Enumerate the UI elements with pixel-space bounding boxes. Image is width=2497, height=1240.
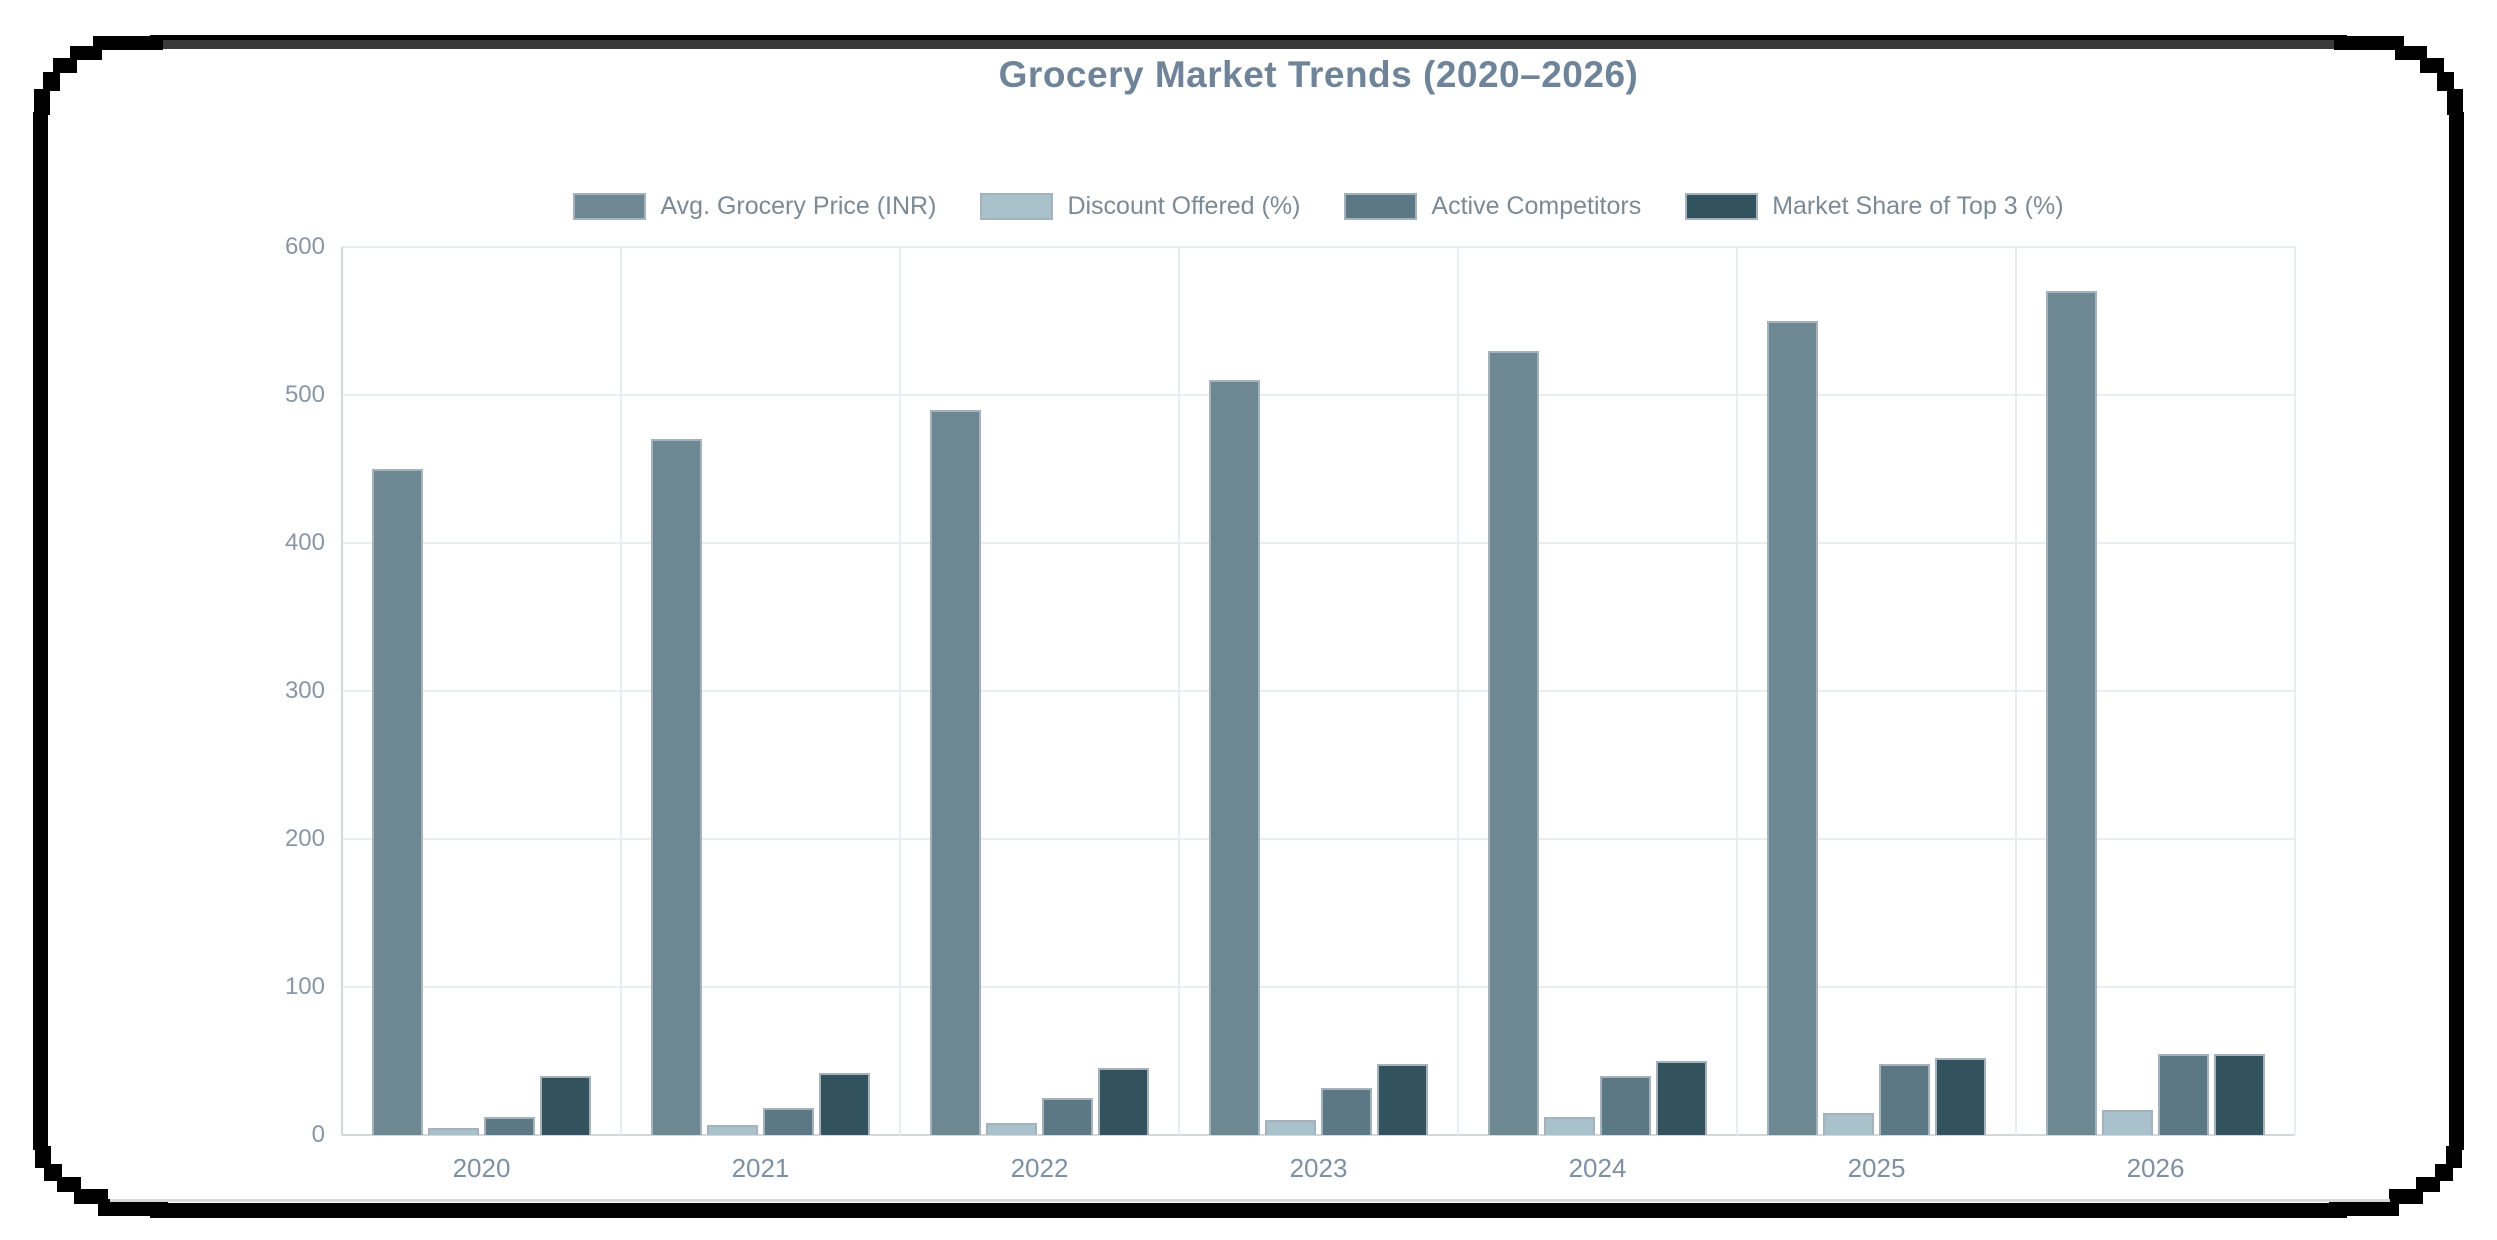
bar-2025-series-3 xyxy=(1935,1058,1986,1135)
bar-2021-series-1 xyxy=(707,1124,758,1135)
frame-corner-step xyxy=(2420,58,2444,73)
frame-corner-step xyxy=(2437,72,2454,91)
chart-legend: Avg. Grocery Price (INR) Discount Offered… xyxy=(342,192,2295,221)
bar-2024-series-2 xyxy=(1600,1075,1651,1135)
frame-corner-step xyxy=(2435,1164,2453,1181)
bar-2024-series-1 xyxy=(1544,1117,1595,1135)
bar-2025-series-1 xyxy=(1823,1112,1874,1135)
bar-2020-series-1 xyxy=(428,1127,479,1135)
frame-corner-step xyxy=(70,46,102,60)
legend-item-label: Avg. Grocery Price (INR) xyxy=(660,192,937,220)
frame-corner-step xyxy=(34,89,50,115)
y-tick-label: 100 xyxy=(284,973,325,1000)
bar-2025-series-0 xyxy=(1767,321,1818,1135)
legend-item-label: Market Share of Top 3 (%) xyxy=(1772,192,2064,220)
legend-swatch-icon xyxy=(573,193,647,220)
v-gridline xyxy=(620,247,622,1135)
bar-2022-series-0 xyxy=(930,409,981,1135)
h-gridline xyxy=(342,838,2295,840)
frame-corner-step xyxy=(57,1177,81,1192)
x-category-label: 2026 xyxy=(2126,1153,2185,1183)
frame-top-edge xyxy=(150,35,2347,40)
bar-2021-series-3 xyxy=(819,1072,870,1135)
frame-corner-step xyxy=(43,72,60,91)
frame-corner-step xyxy=(44,1164,62,1181)
frame-corner-step xyxy=(2416,1177,2440,1192)
frame-corner-step xyxy=(53,58,77,73)
bar-2022-series-2 xyxy=(1042,1098,1093,1135)
h-gridline xyxy=(342,394,2295,396)
v-gridline xyxy=(1457,247,1459,1135)
bar-2023-series-3 xyxy=(1377,1063,1428,1135)
bar-2024-series-0 xyxy=(1488,350,1539,1135)
bar-2026-series-3 xyxy=(2214,1053,2265,1135)
y-tick-label: 400 xyxy=(284,529,325,556)
bar-2026-series-2 xyxy=(2158,1053,2209,1135)
plot-area xyxy=(341,246,2296,1136)
bar-2024-series-3 xyxy=(1656,1061,1707,1135)
frame-corner-step xyxy=(2395,46,2427,60)
x-category-label: 2021 xyxy=(731,1153,790,1183)
x-category-label: 2025 xyxy=(1847,1153,1906,1183)
bar-2022-series-1 xyxy=(986,1123,1037,1135)
y-axis-line xyxy=(341,247,343,1135)
x-category-label: 2022 xyxy=(1010,1153,1069,1183)
y-tick-label: 500 xyxy=(284,381,325,408)
frame-corner-step xyxy=(2334,36,2404,50)
legend-item-label: Active Competitors xyxy=(1431,192,1642,220)
bar-2021-series-2 xyxy=(763,1108,814,1135)
x-category-label: 2023 xyxy=(1289,1153,1348,1183)
legend-item-1[interactable]: Discount Offered (%) xyxy=(980,192,1300,221)
bar-2026-series-1 xyxy=(2102,1109,2153,1135)
legend-swatch-icon xyxy=(980,193,1054,220)
y-tick-label: 600 xyxy=(284,233,325,260)
v-gridline xyxy=(2294,247,2296,1135)
frame-bottom-edge xyxy=(150,1203,2347,1218)
legend-swatch-icon xyxy=(1685,193,1759,220)
legend-item-3[interactable]: Market Share of Top 3 (%) xyxy=(1685,192,2064,221)
h-gridline xyxy=(342,542,2295,544)
v-gridline xyxy=(1178,247,1180,1135)
bar-2021-series-0 xyxy=(651,439,702,1135)
bar-2022-series-3 xyxy=(1098,1068,1149,1135)
frame-corner-step xyxy=(2446,1146,2462,1168)
bar-2026-series-0 xyxy=(2046,291,2097,1135)
chart-title: Grocery Market Trends (2020–2026) xyxy=(998,54,1639,95)
frame-corner-step xyxy=(2447,89,2463,115)
frame-bottom-highlight xyxy=(110,1199,2390,1202)
legend-item-0[interactable]: Avg. Grocery Price (INR) xyxy=(573,192,936,221)
legend-item-2[interactable]: Active Competitors xyxy=(1344,192,1641,221)
legend-item-label: Discount Offered (%) xyxy=(1067,192,1301,220)
h-gridline xyxy=(342,986,2295,988)
y-tick-label: 200 xyxy=(284,825,325,852)
x-category-label: 2024 xyxy=(1568,1153,1627,1183)
bar-2020-series-2 xyxy=(484,1117,535,1135)
bar-2025-series-2 xyxy=(1879,1063,1930,1135)
frame-right-edge xyxy=(2449,112,2464,1150)
h-gridline xyxy=(342,246,2295,248)
frame-corner-step xyxy=(93,36,163,50)
legend-swatch-icon xyxy=(1344,193,1418,220)
frame-corner-step xyxy=(35,1146,51,1168)
y-tick-label: 0 xyxy=(311,1121,325,1148)
frame-top-edge xyxy=(150,40,2347,49)
h-gridline xyxy=(342,690,2295,692)
v-gridline xyxy=(899,247,901,1135)
bar-2020-series-3 xyxy=(540,1075,591,1135)
bar-2020-series-0 xyxy=(372,469,423,1135)
bar-2023-series-2 xyxy=(1321,1087,1372,1135)
v-gridline xyxy=(2015,247,2017,1135)
frame-left-edge xyxy=(33,112,48,1150)
x-axis-line xyxy=(342,1134,2295,1136)
x-category-label: 2020 xyxy=(452,1153,511,1183)
y-tick-label: 300 xyxy=(284,677,325,704)
bar-2023-series-1 xyxy=(1265,1120,1316,1135)
v-gridline xyxy=(1736,247,1738,1135)
bar-2023-series-0 xyxy=(1209,380,1260,1135)
